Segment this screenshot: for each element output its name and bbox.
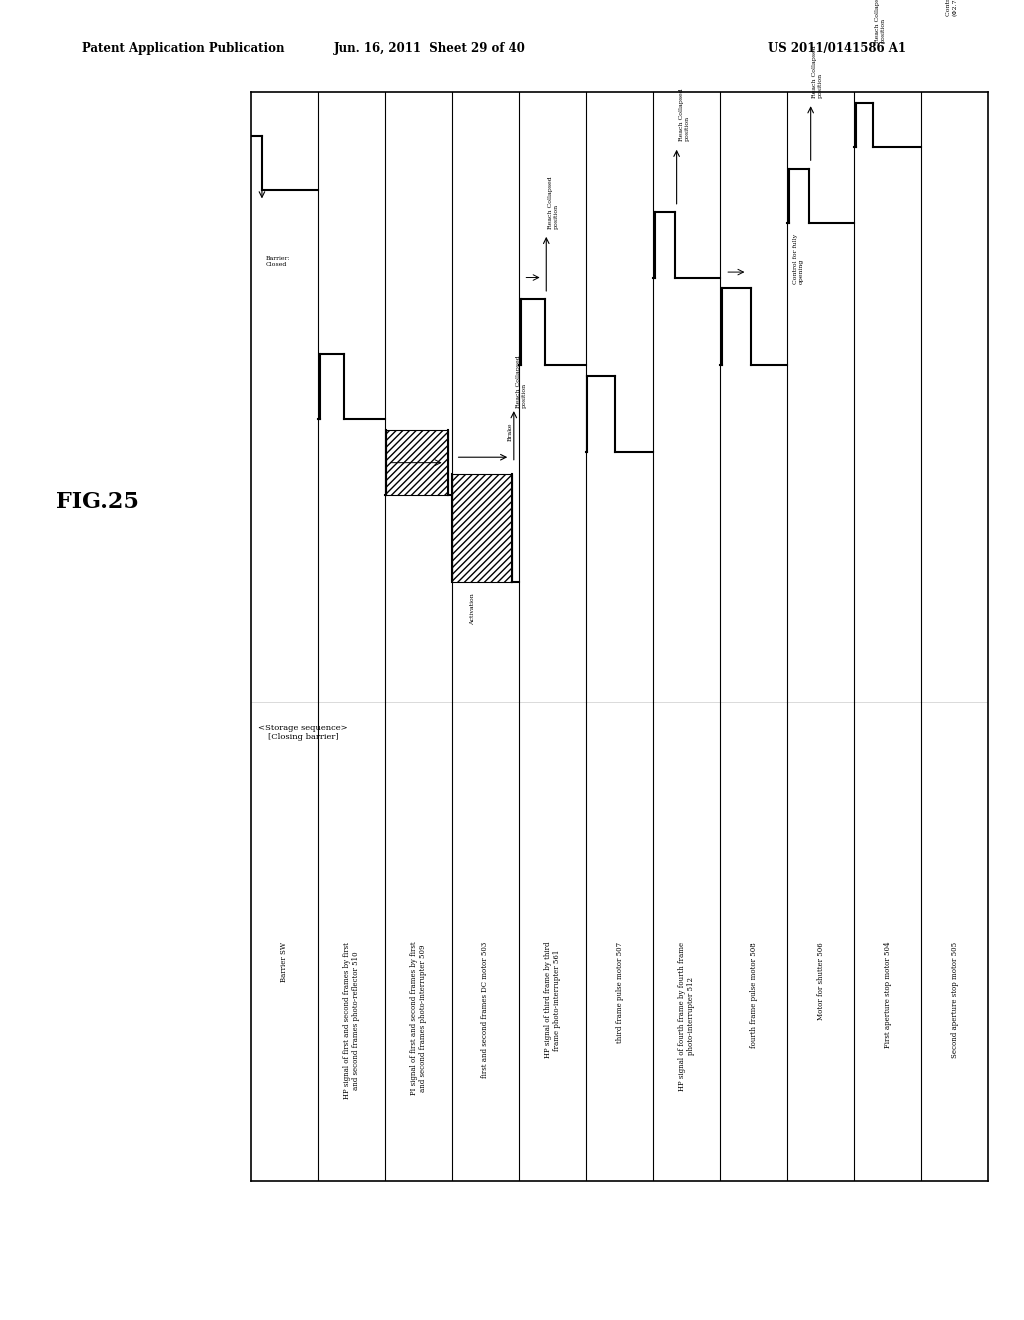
Bar — [386, 430, 449, 495]
Text: Second aperture stop motor 505: Second aperture stop motor 505 — [950, 942, 958, 1057]
Text: Control for intermediate opening
(Φ2.74): Control for intermediate opening (Φ2.74) — [946, 0, 957, 16]
Text: Reach Collapsed
position: Reach Collapsed position — [876, 0, 887, 44]
Text: Reach Collapsed
position: Reach Collapsed position — [516, 355, 526, 408]
Text: third frame pulse motor 507: third frame pulse motor 507 — [615, 942, 624, 1043]
Text: Activation: Activation — [470, 593, 475, 626]
Text: PI signal of first and second frames by first
and second frames photo-interrupte: PI signal of first and second frames by … — [410, 942, 427, 1096]
Text: fourth frame pulse motor 508: fourth frame pulse motor 508 — [750, 942, 758, 1048]
Text: Reach Collapsed
position: Reach Collapsed position — [812, 45, 823, 98]
Text: Reach Collapsed
position: Reach Collapsed position — [549, 176, 559, 228]
Text: Barrier SW: Barrier SW — [281, 942, 289, 982]
Text: Jun. 16, 2011  Sheet 29 of 40: Jun. 16, 2011 Sheet 29 of 40 — [334, 42, 526, 55]
Text: Motor for shutter 506: Motor for shutter 506 — [816, 942, 824, 1019]
Text: US 2011/0141586 A1: US 2011/0141586 A1 — [768, 42, 906, 55]
Text: <Storage sequence>
[Closing barrier]: <Storage sequence> [Closing barrier] — [258, 723, 348, 742]
Text: First aperture stop motor 504: First aperture stop motor 504 — [884, 942, 892, 1048]
Text: HP signal of first and second frames by first
and second frames photo-reflector : HP signal of first and second frames by … — [343, 942, 360, 1098]
Text: HP signal of fourth frame by fourth frame
photo-interrupter 512: HP signal of fourth frame by fourth fram… — [678, 942, 695, 1090]
Text: HP signal of third frame by third
frame photo-interrupter 561: HP signal of third frame by third frame … — [544, 942, 561, 1059]
Text: Patent Application Publication: Patent Application Publication — [82, 42, 285, 55]
Text: Reach Collapsed
position: Reach Collapsed position — [679, 88, 689, 141]
Text: FIG.25: FIG.25 — [56, 491, 139, 512]
Text: Brake: Brake — [508, 422, 513, 441]
Bar — [452, 474, 512, 582]
Text: Barrier:
Closed: Barrier: Closed — [265, 256, 290, 267]
Text: first and second frames DC motor 503: first and second frames DC motor 503 — [481, 942, 489, 1078]
Text: Control for fully
opening: Control for fully opening — [793, 234, 804, 284]
